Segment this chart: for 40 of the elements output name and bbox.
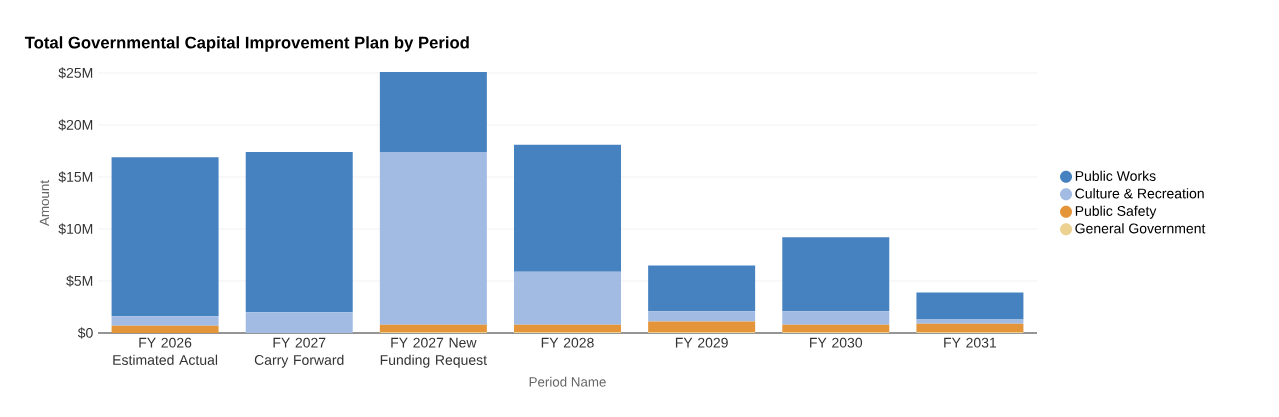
bar [514,144,621,272]
bar [379,152,487,325]
bar [916,292,1024,320]
bar [514,324,621,332]
y-tick-label: $15M [58,171,93,183]
x-tick-label: FY 2028 [541,337,594,348]
bar [514,271,621,325]
bar [245,152,353,313]
bar [111,325,219,333]
x-tick-label: FY 2030 [810,337,863,348]
x-tick-label: FY 2026 Estimated Actual [113,337,218,365]
bar [245,312,353,333]
x-tick-label: FY 2027 Carry Forward [254,337,344,368]
y-tick-label: $20M [58,119,93,131]
legend-label: General Government [1075,223,1206,234]
y-tick-label: $10M [58,223,93,235]
x-axis-title: Period Name [529,376,606,387]
y-tick-label: $5M [66,275,93,287]
bar [782,237,890,312]
y-tick-label: $25M [58,67,93,79]
x-tick-label: FY 2029 [675,337,728,348]
legend-label: Public Works [1075,170,1156,181]
bar [648,311,756,322]
y-tick-label: $0 [77,327,93,339]
bar [379,324,487,332]
x-tick-label: FY 2027 New Funding Request [380,337,487,368]
bar [379,71,487,153]
x-tick-label: FY 2031 [944,337,997,348]
legend-label: Culture & Recreation [1075,188,1204,199]
bar [111,316,219,326]
y-axis-title: Amount [39,180,50,226]
bar [782,311,890,325]
bar [111,157,219,317]
bar [916,319,1024,324]
bar [648,321,756,332]
bar [916,323,1024,332]
bar [782,324,890,332]
legend-label: Public Safety [1075,205,1157,219]
chart-title: Total Governmental Capital Improvement Plan by Period [24,36,469,52]
bar [648,265,756,312]
